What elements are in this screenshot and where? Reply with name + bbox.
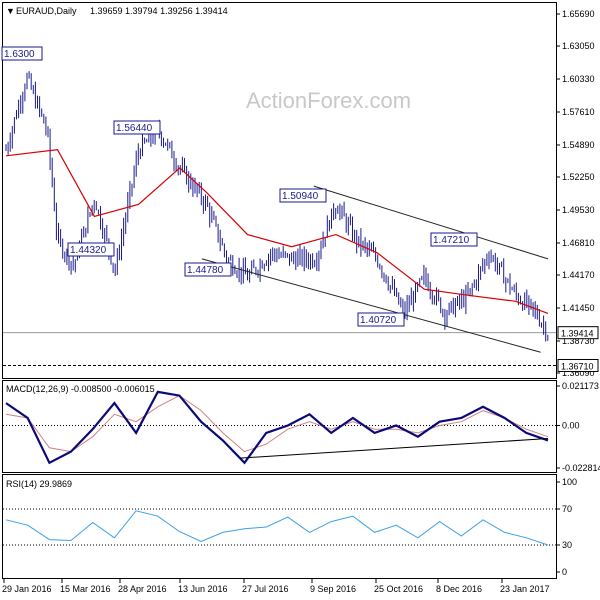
main-header-marker: ▼ (6, 6, 15, 16)
price-tick-label: 1.60330 (562, 74, 595, 84)
macd-trendline (239, 438, 549, 459)
macd-tick-label: 0.00 (562, 420, 580, 430)
time-tick-label: 29 Jan 2016 (2, 584, 52, 594)
price-tick-label: 1.63050 (562, 41, 595, 51)
main-panel-frame (2, 2, 557, 379)
rsi-panel-frame (2, 474, 557, 579)
current-price-label: 1.39414 (561, 329, 594, 339)
price-tick-label: 1.44170 (562, 270, 595, 280)
price-annotation-label: 1.44780 (187, 265, 224, 276)
moving-average-layer (5, 149, 549, 314)
time-tick-label: 15 Mar 2016 (60, 584, 111, 594)
rsi-tick-label: 100 (562, 477, 577, 487)
macd-main-line (5, 390, 549, 465)
time-tick-label: 13 Jun 2016 (178, 584, 228, 594)
price-tick-label: 1.36090 (562, 368, 595, 378)
rsi-line (5, 510, 549, 546)
price-annotation-label: 1.56440 (116, 123, 153, 134)
macd-label: MACD(12,26,9) -0.008500 -0.006015 (6, 384, 155, 394)
time-tick-label: 25 Oct 2016 (374, 584, 423, 594)
price-annotations-layer: 1.56440 1.44320 1.44780 1.50940 1.40720 1.472… (1, 46, 478, 327)
ohlc-label: 1.39659 1.39794 1.39256 1.39414 (90, 6, 228, 16)
time-tick-label: 9 Sep 2016 (310, 584, 356, 594)
macd-panel-frame (2, 380, 557, 473)
time-tick-label: 28 Apr 2016 (118, 584, 167, 594)
price-annotation-box (113, 120, 161, 135)
price-annotation-label: 1.6300 (4, 49, 35, 60)
support-box (557, 358, 599, 372)
watermark: ActionForex.com (246, 88, 411, 113)
price-annotation-label: 1.44320 (70, 245, 107, 256)
price-tick-label: 1.57610 (562, 107, 595, 117)
rsi-tick-label: 0 (562, 567, 567, 577)
macd-tick-label: -0.022814 (562, 463, 600, 473)
rsi-label: RSI(14) 29.9869 (6, 479, 72, 489)
price-tick-label: 1.49530 (562, 205, 595, 215)
price-annotation-box (67, 242, 115, 257)
rsi-layer (3, 508, 556, 546)
price-annotation-label: 1.50940 (282, 191, 319, 202)
macd-layer (3, 390, 556, 465)
time-tick-label: 23 Jan 2017 (500, 584, 550, 594)
current-price-box (557, 326, 599, 340)
rsi-tick-label: 70 (562, 504, 572, 514)
time-tick-label: 27 Jul 2016 (242, 584, 289, 594)
channel-lower-line (201, 258, 541, 353)
trend-channel-layer (201, 185, 549, 353)
price-annotation-box (357, 312, 405, 327)
price-tick-label: 1.65690 (562, 9, 595, 19)
symbol-label: EURAUD,Daily (16, 6, 77, 16)
price-annotation-box (1, 46, 43, 61)
macd-tick-label: 0.021173 (562, 381, 599, 391)
channel-upper-line (313, 185, 549, 260)
price-annotation-label: 1.47210 (433, 235, 470, 246)
support-label: 1.36710 (561, 361, 594, 371)
price-annotation-label: 1.40720 (360, 315, 397, 326)
price-tick-label: 1.41450 (562, 303, 595, 313)
rsi-tick-label: 30 (562, 540, 572, 550)
moving-average-line (5, 149, 549, 314)
axes-layer: 1.65690 1.63050 1.60330 1.57610 1.54890 1.522… (2, 9, 600, 594)
price-tick-label: 1.54890 (562, 140, 595, 150)
time-tick-label: 8 Dec 2016 (436, 584, 482, 594)
price-tick-label: 1.52250 (562, 172, 595, 182)
price-tick-label: 1.46810 (562, 238, 595, 248)
price-annotation-box (184, 262, 232, 277)
price-annotation-box (279, 188, 327, 203)
macd-signal-line (5, 395, 549, 453)
price-tick-label: 1.38730 (562, 336, 595, 346)
price-annotation-box (430, 232, 478, 247)
